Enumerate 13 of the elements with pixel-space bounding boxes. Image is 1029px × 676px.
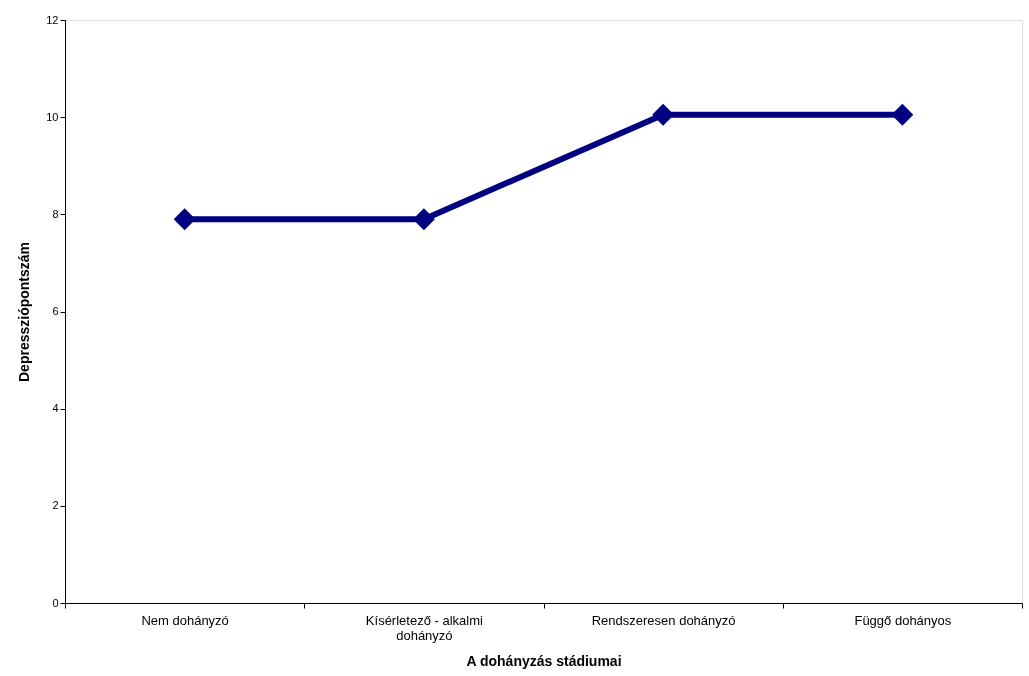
x-axis-title: A dohányzás stádiumai [466,652,622,669]
x-tick-label: Függő dohányos [854,612,952,628]
y-tick-label: 8 [52,207,59,220]
y-tick-label: 2 [52,499,59,512]
y-tick-label: 0 [52,596,59,609]
y-tick-label: 12 [46,13,59,26]
y-axis-title: Depressziópontszám [16,241,33,383]
y-tick-label: 4 [52,402,59,415]
y-tick-label: 6 [52,305,59,317]
x-tick-label: Rendszeresen dohányzó [591,612,736,628]
x-tick-label: Kísérletező - alkalmi dohányzó [365,612,483,643]
x-tick-label: Nem dohányzó [141,612,229,628]
y-tick-label: 10 [46,110,59,123]
